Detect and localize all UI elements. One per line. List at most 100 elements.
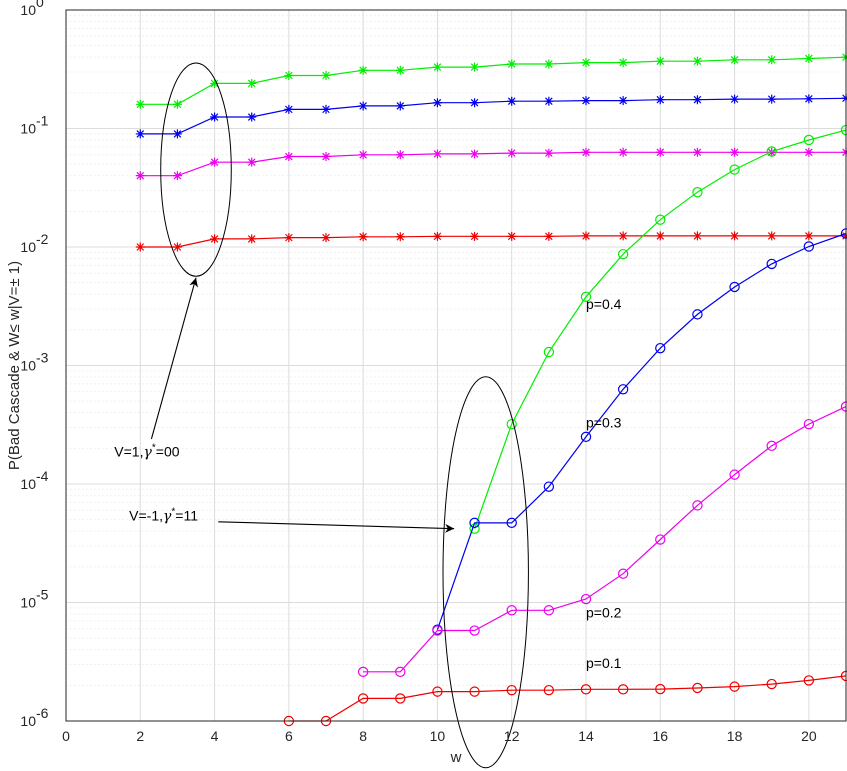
series [357,401,847,678]
data-point [730,231,740,241]
data-point [247,78,257,88]
series-line [140,97,847,135]
data-point [543,346,555,358]
data-point [395,150,405,160]
y-axis-label: P(Bad Cascade & W≤ w|V=± 1) [6,261,23,470]
data-point [507,231,517,241]
data-point [804,231,814,241]
data-point [766,258,777,270]
data-point [172,129,182,139]
x-tick-label: 6 [285,728,293,744]
y-tick-label: 10 [20,239,36,255]
series [135,52,847,109]
data-point [617,568,629,579]
annotation-arrow [218,521,455,533]
y-tick-label: 10 [20,713,36,729]
data-point [395,101,405,111]
data-point [247,112,257,122]
x-tick-label: 12 [504,728,520,744]
series-label: p=0.2 [586,604,622,620]
data-point [172,242,182,252]
data-point [544,148,554,158]
annotation-layer: p=0.4 p=0.3 p=0.2 p=0.1 V=1,γ*=00 V=-1,γ*=11 [114,62,622,769]
data-point [506,517,517,529]
x-axis-label: w [450,749,462,766]
data-point [692,56,702,66]
data-point [766,678,777,690]
annotation-text: V=-1,γ*=11 [129,507,198,525]
series [135,93,847,139]
y-tick-exponent: -5 [36,587,49,603]
data-point [692,147,702,157]
data-point [655,534,666,545]
annotation-text: V=1,γ*=00 [114,443,179,461]
data-point [210,234,220,244]
data-point [655,95,665,105]
x-tick-label: 2 [136,728,144,744]
y-tick-label: 10 [20,358,36,374]
data-point [803,418,815,430]
data-point [581,58,591,68]
data-point [543,605,555,616]
data-point [284,104,294,114]
data-point [470,98,480,108]
data-point [469,686,480,697]
data-point [617,384,629,395]
data-point [358,232,368,242]
data-point [581,96,591,106]
y-tick-label: 10 [20,121,36,137]
data-point [766,146,777,157]
x-tick-labels: 0 2 4 6 8 10 12 14 16 18 20 [62,728,817,744]
data-point [432,149,442,159]
data-point [544,96,554,106]
data-point [730,55,740,65]
data-point [247,234,257,244]
y-tick-exponent: -6 [36,705,49,721]
x-tick-label: 8 [359,728,367,744]
data-point [321,152,331,162]
data-point [210,112,220,122]
data-point [358,65,368,75]
data-point [135,129,145,139]
data-point [321,104,331,114]
data-point [432,625,443,636]
y-tick-label: 10 [20,2,36,18]
series-layer [135,52,847,727]
data-point [321,71,331,81]
data-point [358,150,368,160]
data-point [580,593,592,605]
data-point [469,625,480,636]
data-point [357,693,369,704]
data-point [804,94,814,104]
y-tick-exponent: 0 [36,0,44,10]
data-point [692,309,703,320]
data-point [506,605,517,616]
series-line [288,675,847,722]
data-point [581,147,591,157]
data-point [135,242,145,252]
data-point [210,157,220,167]
data-point [580,684,592,695]
data-point [432,686,443,697]
data-point [357,666,369,678]
x-tick-label: 20 [801,728,817,744]
data-point [395,693,406,704]
data-point [544,59,554,69]
y-tick-exponent: -1 [36,113,49,129]
y-tick-exponent: -2 [36,231,49,247]
data-point [580,291,592,302]
data-point [507,148,517,158]
data-point [172,171,182,181]
x-tick-label: 0 [62,728,70,744]
data-point [729,469,740,480]
data-point [729,281,740,293]
data-point [729,164,740,175]
series-line [474,129,847,529]
data-point [730,94,740,104]
data-point [432,231,442,241]
data-point [506,418,517,430]
data-point [395,65,405,75]
data-point [432,98,442,108]
